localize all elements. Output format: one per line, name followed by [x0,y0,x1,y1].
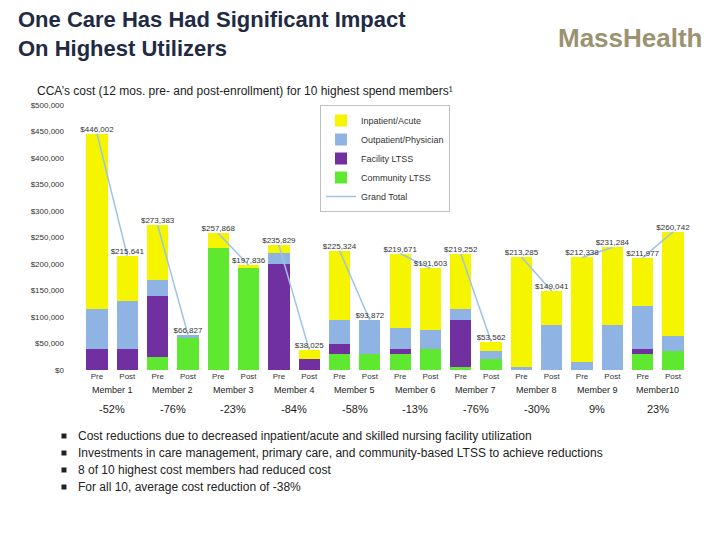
svg-text:$257,868: $257,868 [202,224,236,233]
svg-text:Pre: Pre [515,372,528,381]
svg-text:-30%: -30% [524,403,550,415]
svg-text:-58%: -58% [342,403,368,415]
svg-text:$215,641: $215,641 [111,247,145,256]
svg-text:Post: Post [483,372,500,381]
svg-text:$250,000: $250,000 [31,233,65,242]
svg-text:$66,827: $66,827 [173,326,202,335]
svg-text:Member10: Member10 [636,385,679,395]
svg-text:Member 1: Member 1 [92,385,133,395]
svg-text:$446,002: $446,002 [80,125,114,134]
svg-text:Grand Total: Grand Total [361,192,407,202]
svg-text:$235,829: $235,829 [262,236,296,245]
svg-text:Member 9: Member 9 [577,385,618,395]
svg-text:Pre: Pre [394,372,407,381]
svg-text:$219,671: $219,671 [383,245,417,254]
svg-text:-76%: -76% [160,403,186,415]
svg-text:Pre: Pre [576,372,589,381]
svg-text:Post: Post [301,372,318,381]
svg-text:Post: Post [604,372,621,381]
svg-text:One Care Has Had Significant I: One Care Has Had Significant ImpactOn Hi… [18,7,406,61]
svg-text:$38,025: $38,025 [295,341,324,350]
svg-text:For all 10, average cost reduc: For all 10, average cost reduction of -3… [78,480,301,494]
svg-text:Post: Post [422,372,439,381]
svg-text:$50,000: $50,000 [35,339,64,348]
svg-text:23%: 23% [647,403,669,415]
svg-text:$150,000: $150,000 [31,286,65,295]
svg-text:$260,742: $260,742 [656,223,690,232]
svg-text:$200,000: $200,000 [31,260,65,269]
svg-text:Community LTSS: Community LTSS [361,173,431,183]
svg-text:Member 2: Member 2 [152,385,193,395]
svg-text:Member 4: Member 4 [274,385,315,395]
svg-text:Facility LTSS: Facility LTSS [361,154,413,164]
svg-text:$53,562: $53,562 [477,333,506,342]
svg-text:$273,383: $273,383 [141,216,175,225]
svg-text:$500,000: $500,000 [31,101,65,110]
svg-text:Pre: Pre [455,372,468,381]
svg-text:$212,338: $212,338 [565,248,599,257]
svg-text:Pre: Pre [151,372,164,381]
svg-text:Member 8: Member 8 [516,385,557,395]
svg-text:$231,284: $231,284 [596,238,630,247]
svg-text:$100,000: $100,000 [31,313,65,322]
svg-text:Post: Post [180,372,197,381]
svg-text:Post: Post [362,372,379,381]
svg-text:Post: Post [119,372,136,381]
svg-text:$93,872: $93,872 [355,311,384,320]
svg-text:$213,285: $213,285 [505,248,539,257]
svg-text:Member 6: Member 6 [395,385,436,395]
svg-text:$197,836: $197,836 [232,256,266,265]
svg-text:Outpatient/Physician: Outpatient/Physician [361,135,444,145]
svg-text:Member 7: Member 7 [455,385,496,395]
svg-text:Member 3: Member 3 [213,385,254,395]
svg-text:$400,000: $400,000 [31,154,65,163]
svg-text:Pre: Pre [91,372,104,381]
svg-text:-76%: -76% [463,403,489,415]
svg-text:$300,000: $300,000 [31,207,65,216]
svg-text:$350,000: $350,000 [31,180,65,189]
svg-text:MassHealth: MassHealth [558,23,703,53]
svg-text:Investments in care management: Investments in care management, primary … [78,446,603,460]
svg-text:$0: $0 [55,366,64,375]
svg-text:$219,252: $219,252 [444,245,478,254]
svg-text:Post: Post [665,372,682,381]
svg-text:Post: Post [241,372,258,381]
svg-text:Inpatient/Acute: Inpatient/Acute [361,116,421,126]
svg-text:$191,603: $191,603 [414,259,448,268]
svg-text:8 of 10 highest cost members h: 8 of 10 highest cost members had reduced… [78,463,331,477]
svg-text:Cost reductions due to decreas: Cost reductions due to decreased inpatie… [78,429,532,443]
svg-text:$225,324: $225,324 [323,242,357,251]
svg-text:-13%: -13% [402,403,428,415]
svg-text:9%: 9% [589,403,605,415]
svg-text:-84%: -84% [281,403,307,415]
svg-text:$149,041: $149,041 [535,282,569,291]
svg-text:Pre: Pre [273,372,286,381]
svg-text:$211,977: $211,977 [626,249,659,258]
svg-text:Pre: Pre [212,372,225,381]
svg-text:Pre: Pre [333,372,346,381]
svg-text:$450,000: $450,000 [31,127,65,136]
svg-text:-23%: -23% [220,403,246,415]
svg-text:Pre: Pre [636,372,649,381]
svg-text:Post: Post [544,372,561,381]
svg-text:Member 5: Member 5 [334,385,375,395]
svg-text:-52%: -52% [99,403,125,415]
svg-text:CCA’s cost (12 mos. pre- and p: CCA’s cost (12 mos. pre- and post-enroll… [37,84,453,98]
